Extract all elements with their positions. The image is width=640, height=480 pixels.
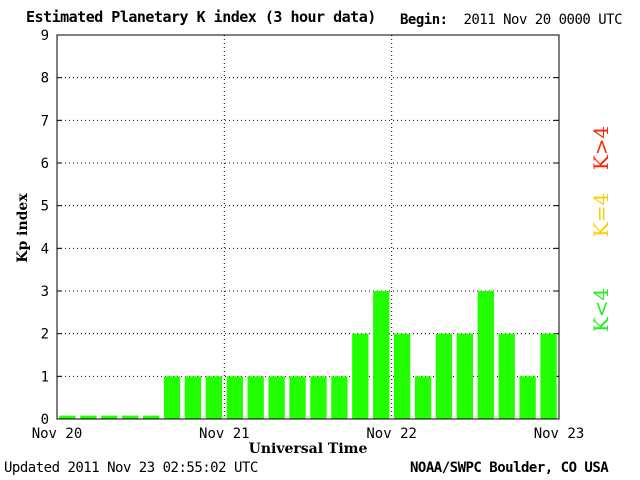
kp-bar	[142, 415, 160, 419]
y-axis-label: Kp index	[15, 193, 31, 263]
source-credit: NOAA/SWPC Boulder, CO USA	[410, 460, 609, 476]
kp-bar	[519, 376, 536, 419]
x-axis-label: Universal Time	[249, 441, 368, 457]
x-tick-label: Nov 20	[32, 426, 83, 442]
kp-bar	[498, 333, 515, 419]
kp-bar	[59, 415, 76, 419]
kp-bar	[184, 376, 202, 419]
kp-bar	[247, 376, 264, 419]
y-tick-label: 3	[41, 284, 49, 300]
plot-frame	[56, 34, 560, 420]
y-tick-label: 7	[41, 113, 49, 129]
x-tick-labels: Nov 20 Nov 21 Nov 22 Nov 23	[32, 426, 585, 442]
kp-bar	[163, 376, 181, 419]
kp-bar	[226, 376, 243, 419]
y-tick-label: 9	[41, 28, 49, 44]
x-tick-label: Nov 23	[534, 426, 585, 442]
y-tick-label: 5	[41, 199, 49, 215]
kp-bar	[477, 291, 494, 419]
begin-value: 2011 Nov 20 0000 UTC	[463, 12, 623, 28]
y-tick-label: 4	[41, 241, 49, 257]
begin-info: Begin: 2011 Nov 20 0000 UTC	[400, 12, 623, 28]
kp-bar	[540, 333, 557, 419]
kp-bar	[122, 415, 139, 419]
legend-item: K<4	[589, 288, 613, 332]
kp-bar	[414, 376, 432, 419]
y-tick-label: 1	[41, 369, 49, 385]
y-tick-label: 6	[41, 156, 49, 172]
kp-bar	[205, 376, 223, 419]
y-tick-label: 0	[41, 412, 49, 428]
updated-info: Updated 2011 Nov 23 02:55:02 UTC	[4, 460, 258, 476]
y-tick-label: 2	[41, 327, 49, 343]
kp-bar	[101, 415, 118, 419]
kp-bar	[80, 415, 97, 419]
kp-bar	[456, 333, 474, 419]
legend-item: K=4	[589, 193, 613, 237]
legend: K<4 K=4 K>4	[589, 126, 613, 332]
kp-bar	[393, 333, 411, 419]
chart-title: Estimated Planetary K index (3 hour data…	[26, 8, 376, 26]
updated-value: 2011 Nov 23 02:55:02 UTC	[67, 460, 258, 476]
x-tick-label: Nov 21	[199, 426, 250, 442]
kp-bar	[289, 376, 306, 419]
updated-label: Updated	[4, 460, 60, 476]
y-tick-label: 8	[41, 71, 49, 87]
y-tick-labels: 0 1 2 3 4 5 6 7 8 9	[41, 28, 49, 428]
x-tick-label: Nov 22	[366, 426, 417, 442]
kp-bar	[310, 376, 327, 419]
kp-bar	[331, 376, 348, 419]
kp-bar	[373, 291, 390, 419]
bars	[59, 291, 557, 419]
kp-bar	[352, 333, 369, 419]
begin-label: Begin:	[400, 12, 448, 28]
legend-item: K>4	[589, 126, 613, 170]
kp-bar	[268, 376, 285, 419]
kp-bar	[435, 333, 453, 419]
